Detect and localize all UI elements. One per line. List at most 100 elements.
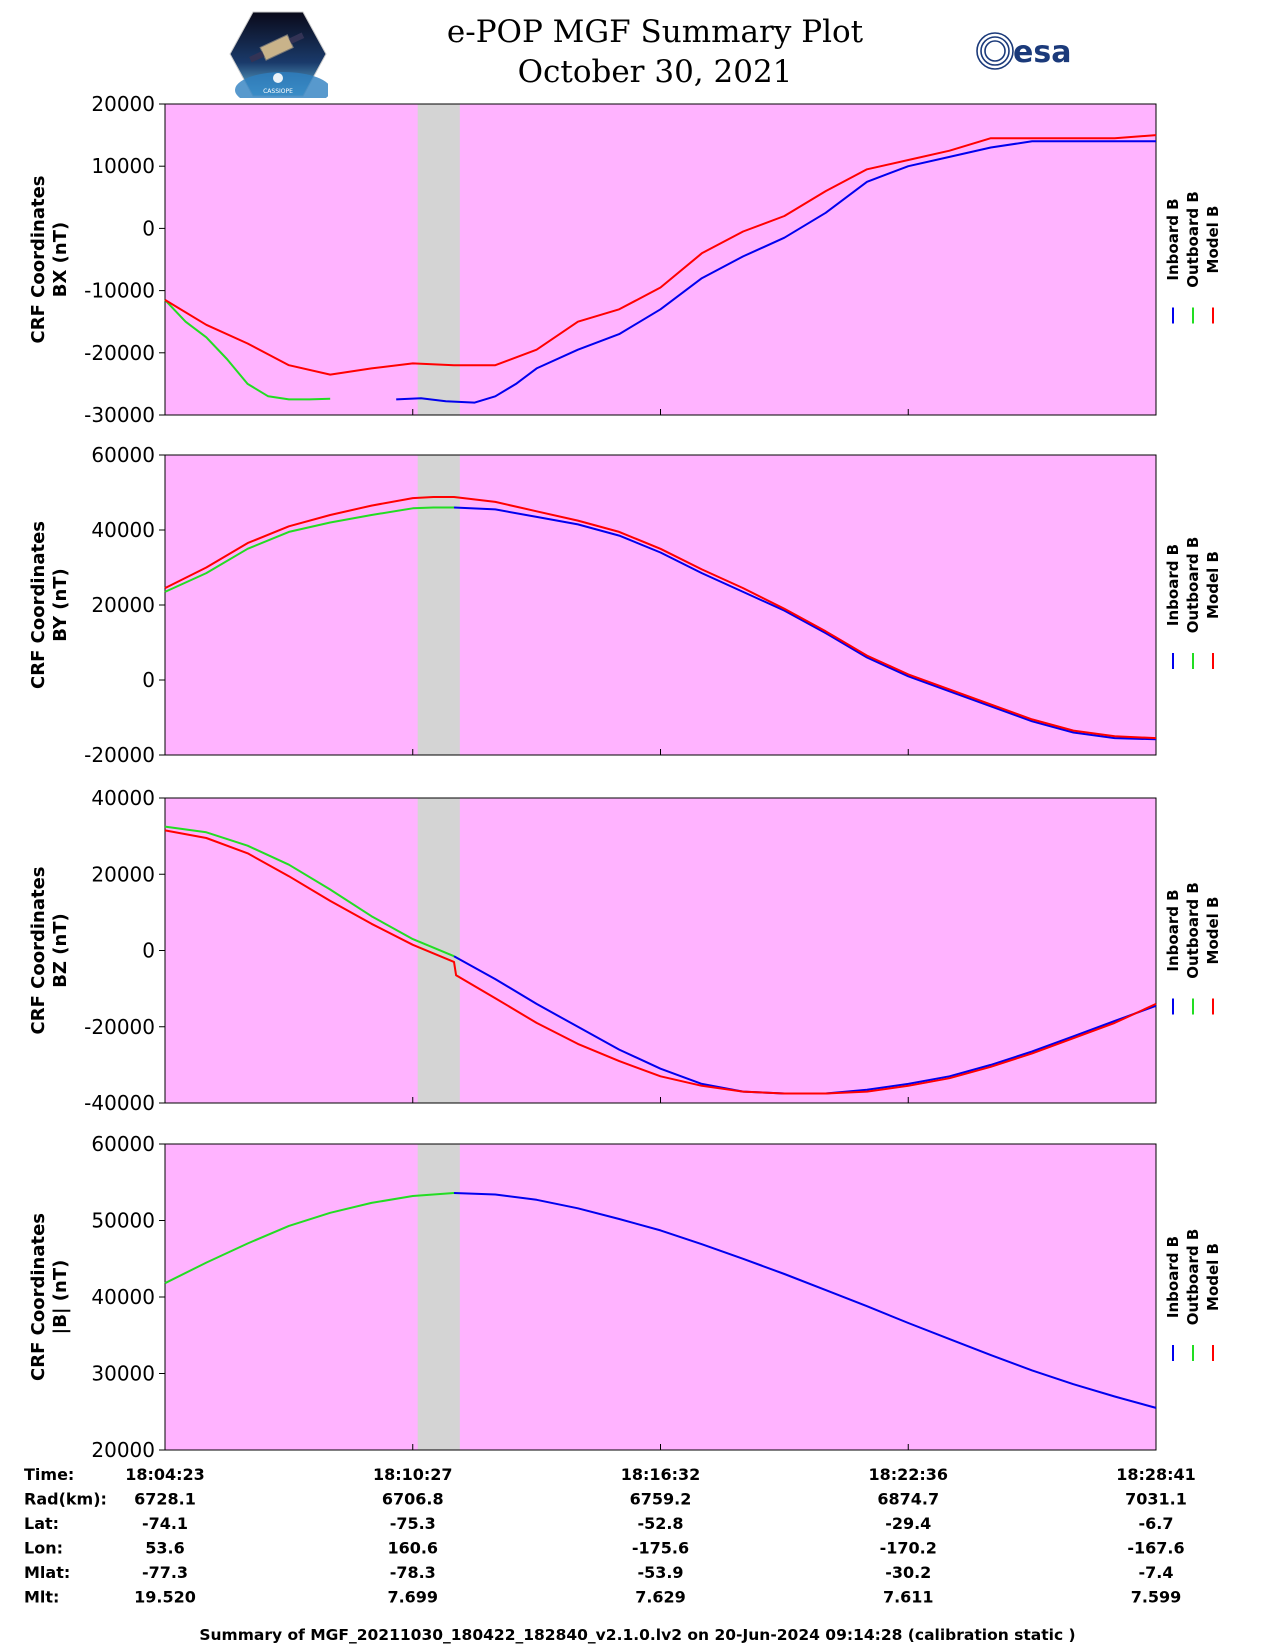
y-tick-label: 50000 — [91, 1209, 155, 1233]
plot-area — [165, 104, 1156, 415]
ephemeris-row-label: Lon: — [24, 1539, 63, 1558]
y-tick-label: -20000 — [84, 1015, 155, 1039]
ephemeris-value: 7.599 — [1131, 1588, 1182, 1607]
y-tick-label: -10000 — [84, 279, 155, 303]
y-axis-label-line: CRF Coordinates — [28, 521, 49, 689]
svg-text:esa: esa — [1013, 35, 1071, 70]
ephemeris-row-label: Lat: — [24, 1514, 59, 1533]
panel-1: 20000 10000 0 -10000 -20000 -30000 CRF Coordin… — [28, 92, 1222, 427]
ephemeris-value: 6706.8 — [382, 1490, 444, 1509]
y-axis-label-line: CRF Coordinates — [28, 1213, 49, 1381]
y-tick-label: -30000 — [84, 403, 155, 427]
series-line-outboard-b — [164, 299, 331, 401]
y-tick-label: 10000 — [91, 154, 155, 178]
data-gap-band — [417, 455, 460, 755]
ephemeris-value: 18:22:36 — [868, 1465, 948, 1484]
y-tick-label: 60000 — [91, 1132, 155, 1156]
legend-label: Outboard B — [1184, 191, 1202, 288]
y-tick-label: 20000 — [91, 92, 155, 116]
ephemeris-row-label: Mlat: — [24, 1563, 70, 1582]
series-line-outboard-b — [164, 506, 454, 593]
panel-4: 60000 50000 40000 30000 20000 CRF Coordinates… — [28, 1132, 1222, 1462]
legend-label: Model B — [1204, 551, 1222, 619]
ephemeris-value: 7.629 — [635, 1588, 686, 1607]
y-axis-label: CRF Coordinates|B| (nT) — [28, 1213, 71, 1381]
y-tick-label: 0 — [142, 216, 155, 240]
data-gap-band — [417, 1144, 460, 1450]
ephemeris-value: -175.6 — [632, 1539, 689, 1558]
ephemeris-value: 18:10:27 — [373, 1465, 453, 1484]
cassiope-satellite-logo: CASSIOPE — [229, 11, 328, 98]
ephemeris-value: 160.6 — [387, 1539, 438, 1558]
y-tick-label: 0 — [142, 668, 155, 692]
y-axis-label-line: CRF Coordinates — [28, 176, 49, 344]
ephemeris-row-label: Mlt: — [24, 1588, 59, 1607]
ephemeris-value: -74.1 — [142, 1514, 188, 1533]
data-gap-band — [417, 104, 460, 415]
y-tick-label: 30000 — [91, 1362, 155, 1386]
ephemeris-value: -77.3 — [142, 1563, 188, 1582]
legend-label: Outboard B — [1184, 882, 1202, 979]
series-line-model-b — [164, 496, 1157, 740]
series-line-outboard-b — [164, 1192, 455, 1285]
y-tick-label: 20000 — [91, 1438, 155, 1462]
ephemeris-value: 6874.7 — [877, 1490, 939, 1509]
legend-label: Model B — [1204, 206, 1222, 274]
y-axis-label-line: |B| (nT) — [50, 1260, 71, 1335]
ephemeris-value: 6728.1 — [134, 1490, 196, 1509]
series-line-model-b — [164, 829, 1157, 1095]
series-line-outboard-b — [164, 825, 455, 958]
ephemeris-value: 19.520 — [134, 1588, 196, 1607]
series-line-inboard-b — [453, 506, 1157, 741]
legend-label: Inboard B — [1164, 198, 1182, 280]
y-axis-label: CRF CoordinatesBX (nT) — [28, 176, 71, 344]
legend-label: Outboard B — [1184, 537, 1202, 634]
header: e-POP MGF Summary Plot October 30, 2021 … — [0, 0, 1275, 100]
ephemeris-value: 18:04:23 — [125, 1465, 205, 1484]
ephemeris-value: -170.2 — [880, 1539, 937, 1558]
legend-label: Inboard B — [1164, 889, 1182, 971]
series-line-inboard-b — [396, 140, 1156, 404]
panel-2: 60000 40000 20000 0 -20000 CRF CoordinatesBY … — [28, 443, 1222, 767]
ephemeris-value: 18:28:41 — [1116, 1465, 1196, 1484]
y-axis-label: CRF CoordinatesBZ (nT) — [28, 867, 71, 1035]
ephemeris-value: -53.9 — [637, 1563, 683, 1582]
legend-label: Model B — [1204, 897, 1222, 965]
y-axis-label-line: CRF Coordinates — [28, 867, 49, 1035]
ephemeris-value: -29.4 — [885, 1514, 931, 1533]
ephemeris-value: 53.6 — [145, 1539, 184, 1558]
legend-label: Model B — [1204, 1243, 1222, 1311]
esa-logo: esa — [976, 32, 1071, 70]
ephemeris-value: -52.8 — [637, 1514, 683, 1533]
svg-text:CASSIOPE: CASSIOPE — [263, 88, 293, 95]
chart-subtitle-date: October 30, 2021 — [517, 54, 793, 90]
y-tick-label: -40000 — [84, 1091, 155, 1115]
plot-area — [165, 798, 1156, 1103]
ephemeris-value: 7031.1 — [1125, 1490, 1187, 1509]
ephemeris-value: 7.699 — [387, 1588, 438, 1607]
series-line-model-b — [164, 134, 1157, 376]
y-tick-label: 40000 — [91, 786, 155, 810]
ephemeris-value: -167.6 — [1127, 1539, 1184, 1558]
panel-3: 40000 20000 0 -20000 -40000 CRF CoordinatesBZ… — [28, 786, 1222, 1115]
legend-label: Outboard B — [1184, 1229, 1202, 1326]
y-tick-label: 40000 — [91, 518, 155, 542]
y-tick-label: 40000 — [91, 1285, 155, 1309]
ephemeris-value: -78.3 — [390, 1563, 436, 1582]
legend-label: Inboard B — [1164, 1236, 1182, 1318]
y-tick-label: -20000 — [84, 341, 155, 365]
ephemeris-row-label: Rad(km): — [24, 1490, 107, 1509]
y-axis-label-line: BZ (nT) — [50, 913, 71, 988]
ephemeris-value: -30.2 — [885, 1563, 931, 1582]
y-axis-label: CRF CoordinatesBY (nT) — [28, 521, 71, 689]
footer-summary: Summary of MGF_20211030_180422_182840_v2… — [199, 1626, 1076, 1644]
y-axis-label-line: BX (nT) — [50, 222, 71, 297]
series-line-inboard-b — [453, 1192, 1157, 1409]
ephemeris-value: -75.3 — [390, 1514, 436, 1533]
ephemeris-row-label: Time: — [24, 1465, 74, 1484]
chart-title: e-POP MGF Summary Plot — [446, 14, 864, 50]
ephemeris-value: 6759.2 — [630, 1490, 692, 1509]
y-tick-label: 0 — [142, 939, 155, 963]
y-axis-label-line: BY (nT) — [50, 568, 71, 642]
